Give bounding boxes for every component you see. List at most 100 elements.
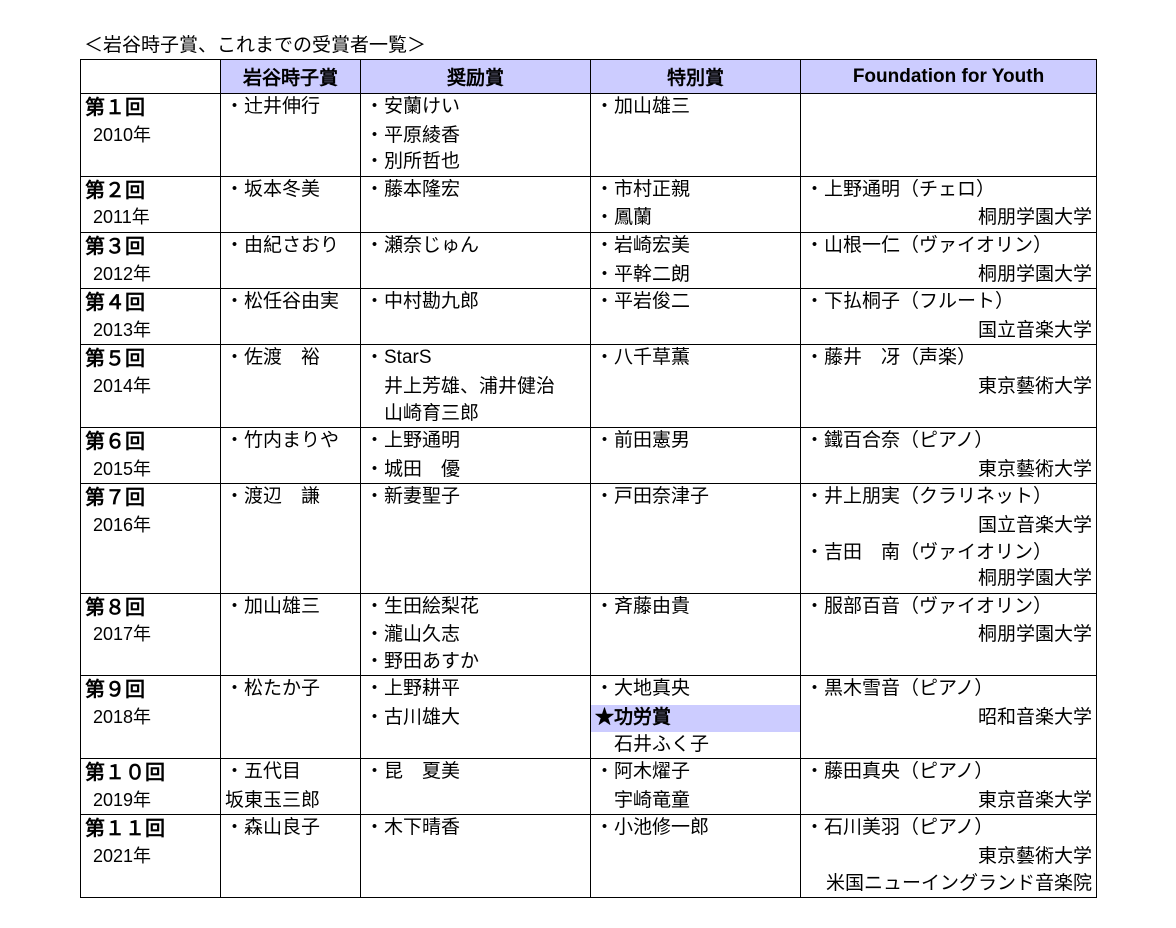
edition-cell — [81, 732, 221, 759]
award-cell: ・市村正親 — [591, 176, 801, 205]
award-cell: ・五代目 — [221, 759, 361, 788]
award-cell: 山崎育三郎 — [361, 401, 591, 428]
award-cell: ・平幹二朗 — [591, 262, 801, 289]
award-table: 岩谷時子賞奨励賞特別賞Foundation for Youth 第１回・辻井伸行… — [80, 59, 1097, 898]
award-cell — [591, 318, 801, 345]
edition-cell: 第４回 — [81, 289, 221, 318]
award-cell — [361, 540, 591, 567]
award-cell: ・山根一仁（ヴァイオリン） — [801, 232, 1097, 261]
edition-cell: 第７回 — [81, 484, 221, 513]
table-caption: ＜岩谷時子賞、これまでの受賞者一覧＞ — [84, 30, 1096, 57]
edition-cell: 2019年 — [81, 788, 221, 815]
award-cell: ・藤田真央（ピアノ） — [801, 759, 1097, 788]
edition-cell: 2014年 — [81, 374, 221, 401]
award-cell: ・前田憲男 — [591, 428, 801, 457]
award-cell — [591, 649, 801, 676]
award-cell: ・森山良子 — [221, 815, 361, 844]
award-cell — [361, 318, 591, 345]
award-cell: ・吉田 南（ヴァイオリン） — [801, 540, 1097, 567]
col-header: 奨励賞 — [361, 60, 591, 94]
edition-cell: 2015年 — [81, 457, 221, 484]
award-cell: ・竹内まりや — [221, 428, 361, 457]
edition-cell: 2012年 — [81, 262, 221, 289]
award-cell: ・StarS — [361, 345, 591, 374]
edition-cell: 第８回 — [81, 593, 221, 622]
award-cell — [591, 513, 801, 540]
edition-cell — [81, 540, 221, 567]
award-cell — [801, 649, 1097, 676]
award-cell — [221, 513, 361, 540]
award-cell: 桐朋学園大学 — [801, 566, 1097, 593]
award-cell: ・大地真央 — [591, 676, 801, 705]
col-header: 岩谷時子賞 — [221, 60, 361, 94]
award-cell — [801, 401, 1097, 428]
award-cell: ・平岩俊二 — [591, 289, 801, 318]
edition-cell: 第２回 — [81, 176, 221, 205]
award-cell: ・阿木燿子 — [591, 759, 801, 788]
award-cell — [591, 149, 801, 176]
award-cell: ・鐵百合奈（ピアノ） — [801, 428, 1097, 457]
award-cell: ・瀧山久志 — [361, 622, 591, 649]
award-cell — [221, 566, 361, 593]
award-cell: ・別所哲也 — [361, 149, 591, 176]
award-cell: 東京藝術大学 — [801, 374, 1097, 401]
award-cell: ・昆 夏美 — [361, 759, 591, 788]
col-header: Foundation for Youth — [801, 60, 1097, 94]
award-cell — [221, 205, 361, 232]
award-cell — [361, 732, 591, 759]
edition-cell — [81, 649, 221, 676]
award-cell: ・佐渡 裕 — [221, 345, 361, 374]
award-cell: ・平原綾香 — [361, 123, 591, 150]
award-cell — [361, 262, 591, 289]
award-cell: 国立音楽大学 — [801, 318, 1097, 345]
award-cell — [591, 401, 801, 428]
award-cell — [221, 649, 361, 676]
award-cell — [221, 149, 361, 176]
edition-cell: 第１１回 — [81, 815, 221, 844]
award-cell: 宇崎竜童 — [591, 788, 801, 815]
edition-cell: 2016年 — [81, 513, 221, 540]
award-cell — [361, 566, 591, 593]
award-cell — [221, 871, 361, 898]
award-cell: ・黒木雪音（ピアノ） — [801, 676, 1097, 705]
award-cell: ・井上朋実（クラリネット） — [801, 484, 1097, 513]
award-cell: 桐朋学園大学 — [801, 622, 1097, 649]
award-cell: 石井ふく子 — [591, 732, 801, 759]
award-cell — [361, 205, 591, 232]
award-cell: 桐朋学園大学 — [801, 205, 1097, 232]
edition-cell: 第６回 — [81, 428, 221, 457]
award-cell — [591, 622, 801, 649]
award-cell: ・野田あすか — [361, 649, 591, 676]
award-cell: ・戸田奈津子 — [591, 484, 801, 513]
award-cell: ・服部百音（ヴァイオリン） — [801, 593, 1097, 622]
award-cell: ・生田絵梨花 — [361, 593, 591, 622]
award-cell — [221, 123, 361, 150]
award-cell — [221, 732, 361, 759]
edition-cell: 2021年 — [81, 844, 221, 871]
edition-cell: 2010年 — [81, 123, 221, 150]
award-cell: ★功労賞 — [591, 705, 801, 732]
award-cell — [221, 374, 361, 401]
award-cell: ・上野耕平 — [361, 676, 591, 705]
award-cell — [221, 318, 361, 345]
award-cell — [591, 566, 801, 593]
award-cell: ・城田 優 — [361, 457, 591, 484]
edition-cell — [81, 149, 221, 176]
award-cell — [221, 540, 361, 567]
edition-cell — [81, 401, 221, 428]
award-cell: 東京音楽大学 — [801, 788, 1097, 815]
edition-cell: 第３回 — [81, 232, 221, 261]
award-cell — [801, 732, 1097, 759]
award-cell — [221, 262, 361, 289]
award-cell — [361, 788, 591, 815]
award-cell: ・辻井伸行 — [221, 94, 361, 123]
edition-cell: 第５回 — [81, 345, 221, 374]
award-cell: ・斉藤由貴 — [591, 593, 801, 622]
award-cell: ・小池修一郎 — [591, 815, 801, 844]
award-cell: 東京藝術大学 — [801, 457, 1097, 484]
award-cell: ・藤本隆宏 — [361, 176, 591, 205]
award-cell — [591, 540, 801, 567]
award-cell: ・松任谷由実 — [221, 289, 361, 318]
edition-cell: 第１回 — [81, 94, 221, 123]
award-cell: ・新妻聖子 — [361, 484, 591, 513]
